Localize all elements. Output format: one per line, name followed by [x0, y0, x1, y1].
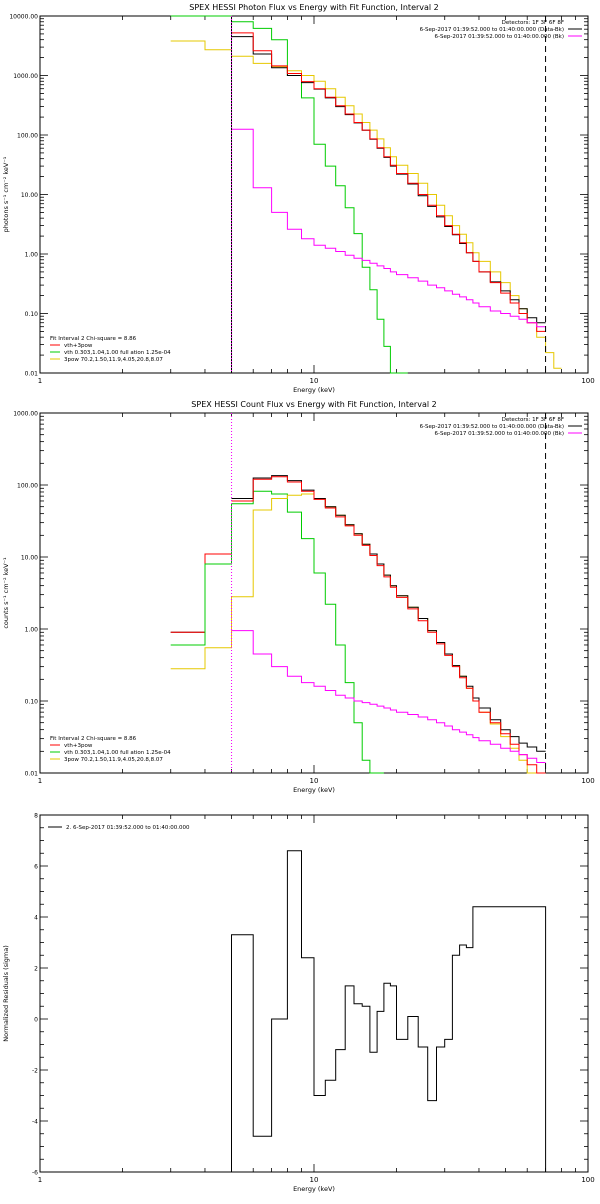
- y-tick-label: 1.00: [25, 252, 39, 259]
- legend-header-1: 6-Sep-2017 01:39:52.000 to 01:40:00.000 …: [420, 424, 564, 430]
- photon-step-series-0: [170, 15, 408, 374]
- x-tick-label: 1: [38, 377, 42, 385]
- photon-series-1: [231, 32, 546, 332]
- count-frame: [39, 412, 589, 774]
- count-step-series-2: [170, 490, 384, 774]
- y-tick-label: 2: [34, 966, 38, 973]
- residual-series: [231, 850, 547, 1172]
- legend-header-0: Detectors: 1F 3F 6F 8F: [502, 20, 564, 26]
- fit-info-label: Fit Interval 2 Chi-square = 8.86: [50, 336, 137, 342]
- fit-legend-label: 3pow 70.2,1.50,11.9,4.05,20.8,8.07: [64, 357, 163, 363]
- fit-legend-label: 3pow 70.2,1.50,11.9,4.05,20.8,8.07: [64, 757, 163, 763]
- y-tick-label: 10.00: [21, 192, 38, 199]
- x-axis-label: Energy (keV): [293, 1185, 335, 1193]
- y-tick-label: 8: [34, 813, 38, 820]
- legend-header-1: 6-Sep-2017 01:39:52.000 to 01:40:00.000 …: [420, 27, 564, 33]
- x-tick-label: 1: [38, 1176, 42, 1184]
- x-tick-label: 10: [310, 1176, 319, 1184]
- fit-info-label: Fit Interval 2 Chi-square = 8.86: [50, 736, 137, 742]
- y-tick-label: 4: [34, 915, 38, 922]
- count-series-0: [231, 475, 546, 752]
- count-step-series-3: [170, 493, 546, 774]
- x-tick-label: 10: [310, 777, 319, 785]
- x-tick-label: 100: [581, 377, 594, 385]
- y-axis-label: photons s⁻¹ cm⁻² keV⁻¹: [2, 156, 10, 232]
- y-tick-label: 100.00: [17, 133, 38, 140]
- photon-series-0: [231, 36, 546, 324]
- y-tick-label: 0.10: [25, 699, 39, 706]
- x-axis-label: Energy (keV): [293, 786, 335, 794]
- chart-title: SPEX HESSI Photon Flux vs Energy with Fi…: [189, 3, 439, 12]
- count-series-2: [231, 630, 546, 763]
- y-tick-label: 1000.00: [13, 411, 38, 418]
- y-tick-label: -2: [32, 1068, 38, 1075]
- photon-flux-panel: 1 10 100 0.01 0.10 1.00 10.00 100.00 1000.00 1000…: [2, 3, 595, 394]
- count-flux-panel: 1 10 100 0.01 0.10 1.00 10.00 100.00 1000.00 Ener…: [2, 400, 595, 794]
- fit-legend-label: vth 0.303,1.04,1.00 full ation 1.25e-04: [64, 350, 171, 356]
- y-tick-label: 0.01: [25, 771, 39, 778]
- x-tick-label: 1: [38, 777, 42, 785]
- fit-legend-label: vth+3pow: [64, 743, 93, 749]
- fit-legend-label: vth+3pow: [64, 343, 93, 349]
- y-tick-label: 0: [34, 1017, 38, 1024]
- y-tick-label: 10000.00: [9, 14, 38, 21]
- y-tick-label: 1000.00: [13, 73, 38, 80]
- y-tick-label: 0.01: [25, 371, 39, 378]
- y-axis-label: counts s⁻¹ cm⁻² keV⁻¹: [2, 557, 10, 629]
- fit-legend-label: vth 0.303,1.04,1.00 full ation 1.25e-04: [64, 750, 171, 756]
- y-tick-label: 6: [34, 864, 38, 871]
- residual-legend-label: 2. 6-Sep-2017 01:39:52.000 to 01:40:00.0…: [66, 825, 190, 831]
- y-tick-label: -6: [32, 1170, 38, 1177]
- y-tick-label: 1.00: [25, 627, 39, 634]
- y-tick-label: 0.10: [25, 311, 39, 318]
- count-step-series-0: [170, 553, 232, 633]
- x-tick-label: 100: [581, 1176, 594, 1184]
- x-tick-label: 10: [310, 377, 319, 385]
- y-tick-label: 10.00: [21, 555, 38, 562]
- count-series-1: [231, 476, 546, 774]
- y-tick-label: -4: [32, 1119, 38, 1126]
- legend-header-0: Detectors: 1F 3F 6F 8F: [502, 417, 564, 423]
- x-tick-label: 100: [581, 777, 594, 785]
- x-axis-label: Energy (keV): [293, 386, 335, 394]
- photon-step-series-1: [170, 40, 562, 369]
- y-tick-label: 100.00: [17, 483, 38, 490]
- legend-header-2: 6-Sep-2017 01:39:52.000 to 01:40:00.000 …: [435, 34, 565, 40]
- legend-header-2: 6-Sep-2017 01:39:52.000 to 01:40:00.000 …: [435, 431, 565, 437]
- photon-series-2: [231, 128, 546, 328]
- count-step-series-1: [170, 553, 232, 633]
- y-axis-label: Normalized Residuals (sigma): [2, 945, 10, 1042]
- chart-title: SPEX HESSI Count Flux vs Energy with Fit…: [191, 400, 436, 409]
- residuals-panel: 1 10 100 -6 -4 -2 0 2 4 6 8 Energy (keV) Normalized …: [2, 813, 595, 1194]
- photon-frame: [39, 15, 589, 374]
